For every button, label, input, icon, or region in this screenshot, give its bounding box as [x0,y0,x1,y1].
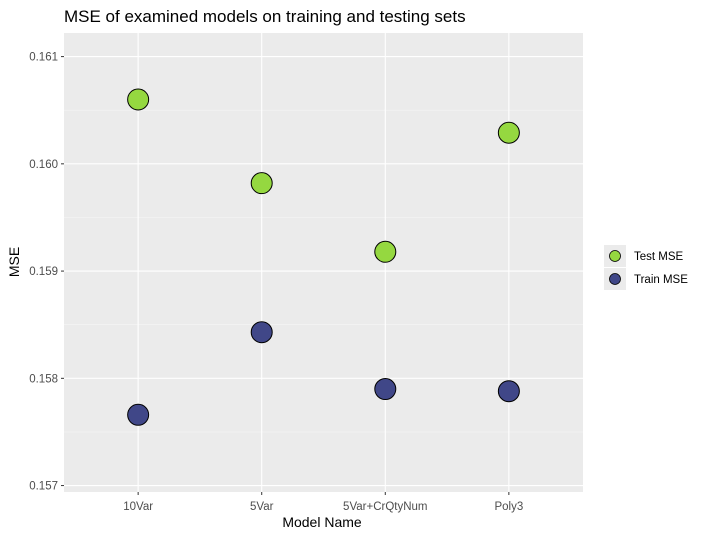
legend-key-train-mse [609,273,621,285]
point-train-mse [127,403,150,426]
point-test-mse [374,240,397,263]
x-tick-label: 5Var+CrQtyNum [343,501,427,513]
x-tick-label: 10Var [123,501,153,513]
y-axis-title: MSE [6,247,22,277]
legend-label-test-mse: Test MSE [634,251,684,263]
x-axis-title: Model Name [282,514,362,530]
point-test-mse [250,172,273,195]
y-tick-label: 0.160 [29,159,58,171]
x-tick-label: 5Var [250,501,274,513]
y-tick-label: 0.161 [29,52,58,64]
chart-title: MSE of examined models on training and t… [64,7,466,26]
x-axis: 10Var 5Var 5Var+CrQtyNum Poly3 [123,492,523,513]
plot-panel [64,33,583,492]
point-test-mse [497,121,520,144]
point-train-mse [250,321,273,344]
y-tick-label: 0.159 [29,266,58,278]
y-tick-label: 0.158 [29,373,58,385]
point-train-mse [497,380,520,403]
x-tick-label: Poly3 [494,501,523,513]
data-points [127,88,520,426]
y-tick-label: 0.157 [29,481,58,493]
point-test-mse [127,88,150,111]
legend-label-train-mse: Train MSE [634,274,688,286]
point-train-mse [374,378,397,401]
y-axis: 0.157 0.158 0.159 0.160 0.161 [29,52,64,493]
legend: Test MSE Train MSE [604,245,688,290]
legend-key-test-mse [609,250,621,262]
